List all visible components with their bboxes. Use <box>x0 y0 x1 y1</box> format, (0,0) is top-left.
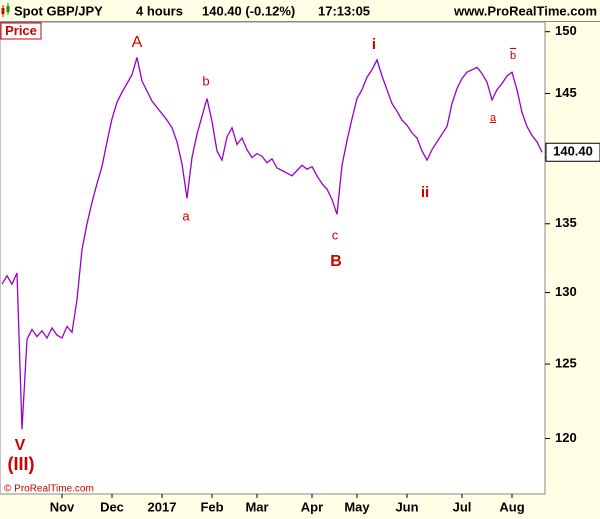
wave-label: c <box>332 227 339 242</box>
y-tick-label: 130 <box>555 284 577 299</box>
wave-label: a <box>490 112 497 124</box>
x-tick-label: 2017 <box>148 499 177 514</box>
y-tick-label: 120 <box>555 430 577 445</box>
x-tick-label: Feb <box>200 499 223 514</box>
copyright: © ProRealTime.com <box>4 484 94 495</box>
x-tick-label: May <box>344 499 370 514</box>
wave-label: i <box>372 36 376 53</box>
wave-label: (III) <box>8 454 35 474</box>
wave-label: a <box>182 208 190 223</box>
x-tick-label: Nov <box>50 499 75 514</box>
wave-label: B <box>330 253 342 270</box>
header-icon <box>1 3 10 17</box>
website: www.ProRealTime.com <box>453 3 597 18</box>
wave-label: ii <box>421 184 429 201</box>
x-tick-label: Aug <box>499 499 524 514</box>
x-tick-label: Jul <box>453 499 472 514</box>
wave-label: b <box>202 73 209 88</box>
chart-title: Spot GBP/JPY <box>14 3 103 18</box>
x-tick-label: Mar <box>245 499 268 514</box>
plot-area <box>0 21 546 495</box>
panel-label-box <box>0 22 42 40</box>
wave-label: b <box>510 50 516 62</box>
panel-label: Price <box>5 23 37 38</box>
y-tick-label: 125 <box>555 355 577 370</box>
x-tick-label: Apr <box>301 499 323 514</box>
y-tick-label: 135 <box>555 215 577 230</box>
last-quote: 140.40 (-0.12%) <box>202 3 295 18</box>
timeframe: 4 hours <box>136 3 183 18</box>
price-line <box>1 57 543 430</box>
x-tick-label: Dec <box>100 499 124 514</box>
wave-label: A <box>132 34 143 51</box>
wave-label: V <box>15 437 26 454</box>
last-price-label: 140.40 <box>553 144 593 159</box>
x-tick-label: Jun <box>395 499 418 514</box>
time: 17:13:05 <box>318 3 370 18</box>
y-tick-label: 150 <box>555 23 577 38</box>
y-tick-label: 145 <box>555 85 577 100</box>
last-price-box <box>545 142 600 162</box>
